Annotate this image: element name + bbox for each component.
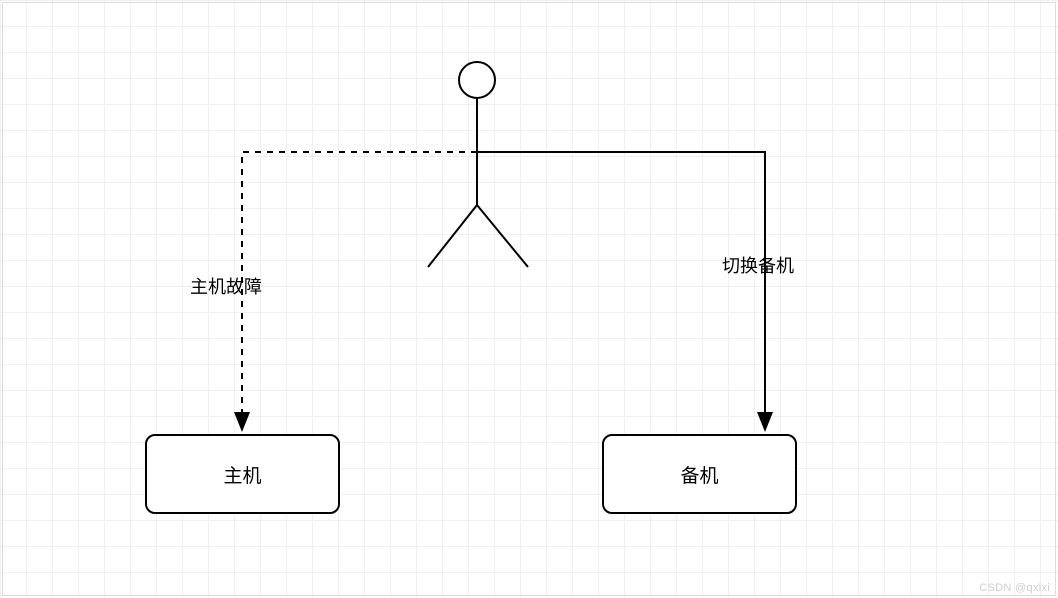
watermark-text: CSDN @qxlxi: [979, 582, 1050, 594]
node-primary: 主机: [145, 434, 340, 514]
edge-to-primary: [242, 152, 477, 428]
actor-icon: [428, 62, 528, 267]
edge-label-switch-standby: 切换备机: [722, 252, 794, 278]
node-standby-label: 备机: [680, 461, 718, 488]
edge-label-primary-failure: 主机故障: [190, 273, 262, 299]
node-standby: 备机: [602, 434, 797, 514]
edge-to-standby: [477, 152, 765, 428]
node-primary-label: 主机: [223, 461, 261, 488]
